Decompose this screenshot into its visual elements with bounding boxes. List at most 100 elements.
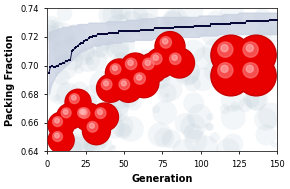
Point <box>62 12 67 15</box>
Point <box>188 26 192 29</box>
Ellipse shape <box>89 123 95 128</box>
Point <box>160 55 164 58</box>
Ellipse shape <box>166 49 193 77</box>
Point <box>100 33 105 36</box>
Ellipse shape <box>101 79 112 90</box>
Ellipse shape <box>52 117 62 126</box>
Point <box>126 30 131 33</box>
Ellipse shape <box>153 55 158 60</box>
Ellipse shape <box>104 81 108 86</box>
Point <box>254 67 258 70</box>
Point <box>169 27 174 30</box>
Ellipse shape <box>155 32 185 62</box>
Point <box>115 103 120 106</box>
Point <box>191 101 196 105</box>
Ellipse shape <box>122 54 149 82</box>
Point <box>143 57 148 60</box>
Point <box>220 49 225 52</box>
Point <box>52 22 57 26</box>
Point <box>117 24 121 27</box>
Point <box>158 27 163 30</box>
Point <box>269 114 273 117</box>
Ellipse shape <box>55 118 59 123</box>
Point <box>266 71 271 74</box>
Point <box>135 30 140 33</box>
Point <box>236 21 241 24</box>
Point <box>272 18 277 21</box>
Point <box>257 20 261 23</box>
Point <box>168 27 172 30</box>
Point <box>146 28 151 31</box>
Point <box>261 67 266 70</box>
Point <box>267 48 272 51</box>
Point <box>191 82 195 85</box>
Ellipse shape <box>170 53 181 64</box>
Point <box>249 98 254 101</box>
Point <box>48 65 53 68</box>
Ellipse shape <box>48 112 74 138</box>
Point <box>244 20 249 23</box>
Point <box>266 20 270 23</box>
Point <box>204 146 209 149</box>
Point <box>151 28 155 31</box>
Point <box>145 28 149 31</box>
Ellipse shape <box>84 118 109 144</box>
Point <box>192 49 196 52</box>
Ellipse shape <box>151 53 162 64</box>
Ellipse shape <box>221 45 228 52</box>
Point <box>192 24 197 27</box>
Point <box>46 28 51 31</box>
Point <box>146 28 151 31</box>
Point <box>112 145 116 148</box>
Ellipse shape <box>119 79 130 90</box>
Point <box>118 73 123 76</box>
Point <box>244 62 248 65</box>
Ellipse shape <box>145 60 151 66</box>
Point <box>66 110 70 113</box>
Point <box>251 20 255 23</box>
Ellipse shape <box>79 108 90 119</box>
Point <box>198 24 203 27</box>
Ellipse shape <box>213 37 249 74</box>
Point <box>218 22 223 26</box>
Point <box>223 108 227 111</box>
Point <box>154 108 158 111</box>
Ellipse shape <box>98 75 124 101</box>
Point <box>103 48 108 51</box>
Point <box>177 26 182 29</box>
Point <box>111 31 116 34</box>
Point <box>260 20 264 23</box>
Point <box>183 74 188 77</box>
Ellipse shape <box>218 63 233 78</box>
Point <box>53 65 57 68</box>
Point <box>258 20 263 23</box>
Point <box>49 27 54 30</box>
Ellipse shape <box>81 110 86 115</box>
Point <box>183 24 187 27</box>
Ellipse shape <box>110 64 121 74</box>
Point <box>55 57 60 60</box>
Point <box>243 21 247 24</box>
Point <box>197 115 202 118</box>
Ellipse shape <box>121 81 126 86</box>
Ellipse shape <box>55 133 59 138</box>
Point <box>165 36 170 39</box>
Point <box>85 58 90 61</box>
Point <box>137 30 142 33</box>
Point <box>84 51 89 54</box>
Ellipse shape <box>236 56 276 96</box>
Point <box>77 43 82 46</box>
Point <box>207 125 211 128</box>
Point <box>229 21 234 24</box>
Point <box>90 35 94 38</box>
Point <box>54 44 58 47</box>
Point <box>231 21 235 24</box>
Point <box>87 101 91 104</box>
Point <box>229 12 234 15</box>
Ellipse shape <box>238 37 275 74</box>
Point <box>246 20 251 23</box>
Point <box>178 26 183 29</box>
Ellipse shape <box>134 73 145 84</box>
Point <box>59 63 64 66</box>
Ellipse shape <box>66 90 90 114</box>
